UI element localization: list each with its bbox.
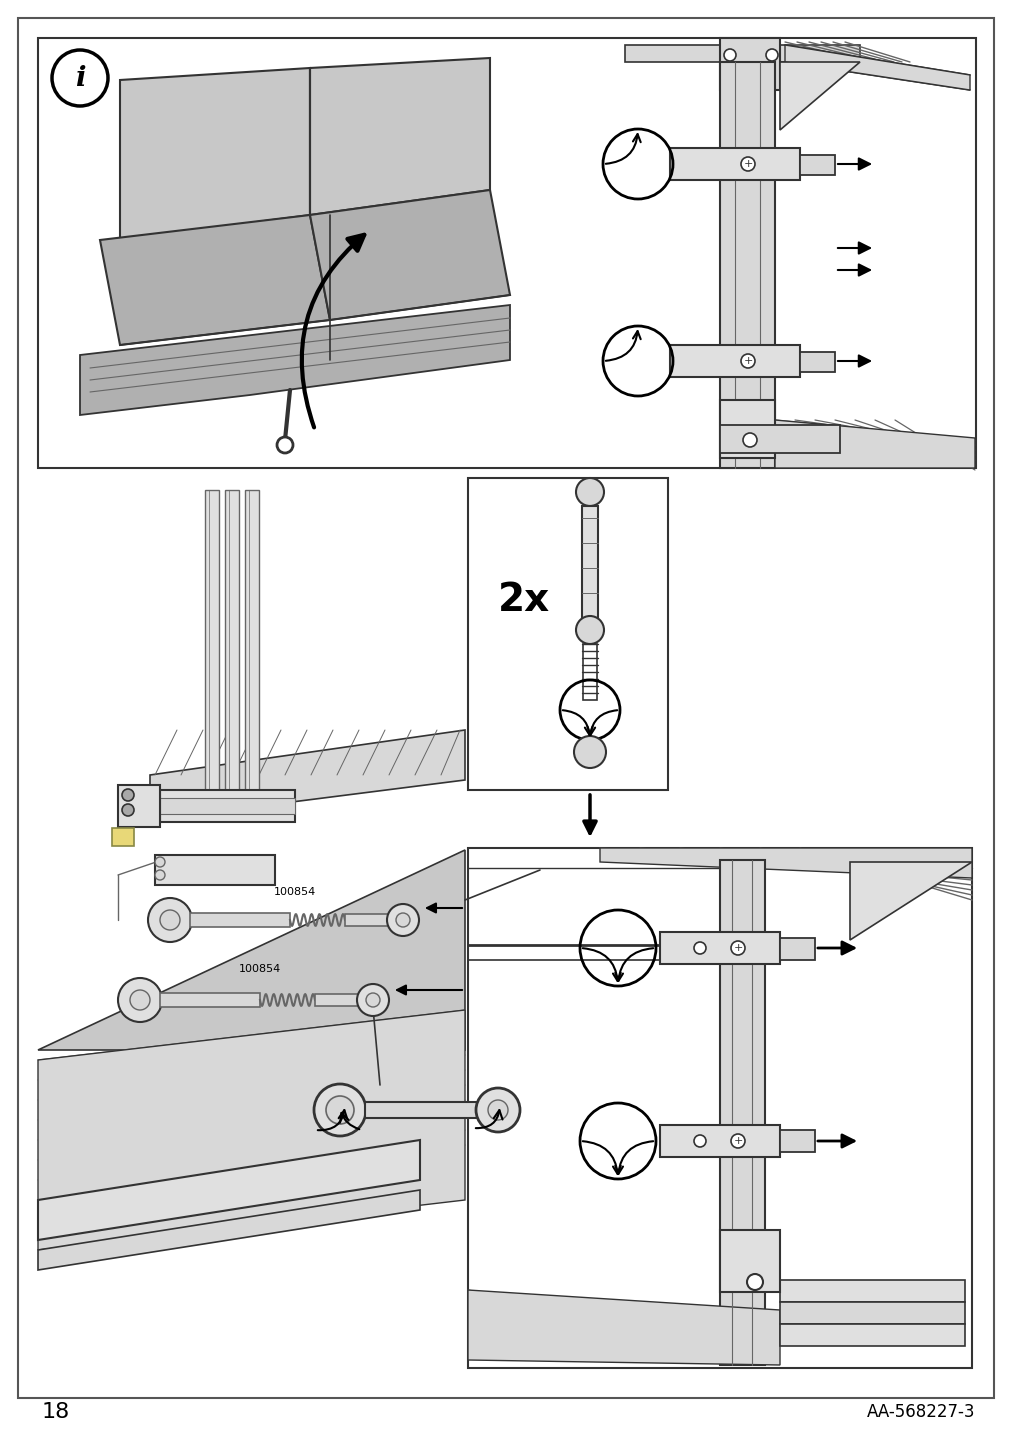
Circle shape xyxy=(694,1136,706,1147)
Bar xyxy=(155,855,275,885)
Circle shape xyxy=(742,432,756,447)
Bar xyxy=(719,400,774,458)
Circle shape xyxy=(277,437,293,453)
Polygon shape xyxy=(120,67,309,241)
Text: +: + xyxy=(742,357,752,367)
Circle shape xyxy=(573,736,606,768)
Polygon shape xyxy=(719,39,779,90)
Circle shape xyxy=(475,1088,520,1133)
Bar xyxy=(719,425,839,453)
Text: AA-568227-3: AA-568227-3 xyxy=(865,1403,974,1421)
Polygon shape xyxy=(38,1010,464,1250)
Circle shape xyxy=(746,1274,762,1290)
Bar xyxy=(779,1325,964,1346)
Text: 100854: 100854 xyxy=(274,886,315,896)
Circle shape xyxy=(740,354,754,368)
Polygon shape xyxy=(150,730,464,821)
Text: 100854: 100854 xyxy=(239,964,281,974)
Bar xyxy=(719,861,764,1365)
Polygon shape xyxy=(779,62,859,130)
Bar xyxy=(467,478,667,790)
Polygon shape xyxy=(38,1140,420,1240)
Polygon shape xyxy=(38,851,464,1050)
Polygon shape xyxy=(600,848,971,878)
Circle shape xyxy=(730,941,744,955)
Bar xyxy=(719,1230,779,1292)
Circle shape xyxy=(122,803,133,816)
Bar xyxy=(118,785,160,828)
Circle shape xyxy=(129,990,150,1010)
Circle shape xyxy=(357,984,388,1015)
Polygon shape xyxy=(309,59,489,215)
Bar xyxy=(160,790,295,822)
Bar xyxy=(160,798,295,813)
Text: +: + xyxy=(733,1136,742,1146)
Circle shape xyxy=(487,1100,508,1120)
Bar xyxy=(190,914,290,927)
Text: +: + xyxy=(742,159,752,169)
Bar xyxy=(779,1130,814,1151)
Bar xyxy=(112,828,133,846)
Bar xyxy=(581,505,598,626)
Circle shape xyxy=(386,904,419,937)
Bar xyxy=(800,352,834,372)
Bar xyxy=(160,992,260,1007)
Bar xyxy=(800,155,834,175)
Bar xyxy=(38,39,975,468)
Bar xyxy=(205,490,218,800)
Polygon shape xyxy=(38,1190,420,1270)
Circle shape xyxy=(575,478,604,505)
Circle shape xyxy=(52,50,108,106)
Circle shape xyxy=(575,616,604,644)
Bar xyxy=(224,490,239,800)
Circle shape xyxy=(148,898,192,942)
Text: +: + xyxy=(733,944,742,954)
Text: 2x: 2x xyxy=(497,581,550,619)
Polygon shape xyxy=(774,420,974,468)
Polygon shape xyxy=(849,862,971,939)
Circle shape xyxy=(730,1134,744,1148)
Bar xyxy=(779,1280,964,1302)
Text: 18: 18 xyxy=(42,1402,70,1422)
Bar xyxy=(669,345,800,377)
Polygon shape xyxy=(625,44,859,62)
Polygon shape xyxy=(309,190,510,319)
Bar xyxy=(345,914,399,927)
Circle shape xyxy=(313,1084,366,1136)
Circle shape xyxy=(160,909,180,929)
Bar xyxy=(669,147,800,180)
Bar xyxy=(467,848,971,1368)
Circle shape xyxy=(155,871,165,881)
Polygon shape xyxy=(467,1290,779,1365)
Circle shape xyxy=(723,49,735,62)
Circle shape xyxy=(366,992,379,1007)
Bar xyxy=(245,490,259,800)
Bar xyxy=(365,1103,494,1118)
Bar xyxy=(779,938,814,959)
Text: i: i xyxy=(75,64,85,92)
Circle shape xyxy=(118,978,162,1022)
Circle shape xyxy=(326,1095,354,1124)
Circle shape xyxy=(740,158,754,170)
Bar xyxy=(659,1126,779,1157)
Bar xyxy=(779,1302,964,1325)
Circle shape xyxy=(155,856,165,866)
Polygon shape xyxy=(80,305,510,415)
Circle shape xyxy=(122,789,133,800)
Bar xyxy=(659,932,779,964)
Circle shape xyxy=(694,942,706,954)
Bar xyxy=(719,62,774,468)
Circle shape xyxy=(765,49,777,62)
Polygon shape xyxy=(100,215,330,345)
Polygon shape xyxy=(785,44,969,90)
Bar xyxy=(582,644,596,700)
Bar xyxy=(314,994,370,1007)
Circle shape xyxy=(395,914,409,927)
